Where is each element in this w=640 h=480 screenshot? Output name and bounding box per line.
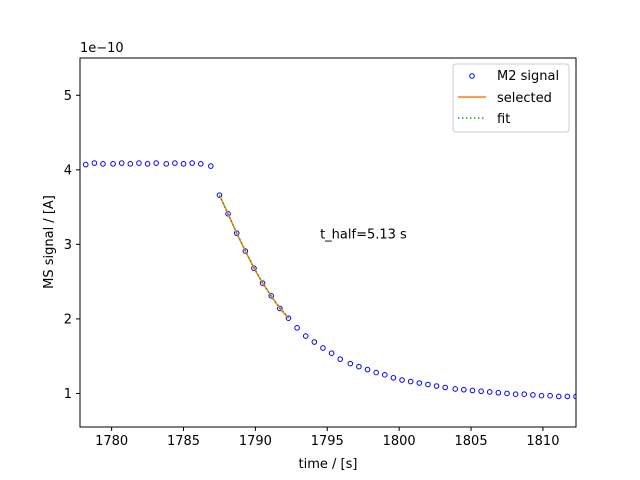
data-point bbox=[144, 161, 151, 167]
data-point bbox=[285, 315, 292, 321]
data-point bbox=[504, 390, 510, 397]
data-point bbox=[573, 393, 576, 400]
legend-box bbox=[452, 63, 570, 133]
data-point bbox=[294, 325, 300, 331]
data-point bbox=[277, 305, 283, 312]
legend-marker-m2-signal bbox=[469, 73, 475, 79]
data-point bbox=[407, 378, 414, 385]
data-point bbox=[233, 230, 240, 236]
data-point bbox=[242, 248, 249, 254]
y-tick-label: 1 bbox=[64, 387, 72, 402]
y-axis-label: MS signal / [A] bbox=[42, 195, 57, 289]
y-offset-label: 1e−10 bbox=[80, 41, 124, 56]
data-point bbox=[416, 380, 423, 386]
data-point bbox=[521, 391, 528, 398]
y-tick-label: 4 bbox=[64, 163, 72, 178]
data-point bbox=[390, 375, 397, 381]
x-axis: 1780 1785 1790 1795 1800 1805 1810 bbox=[95, 427, 559, 449]
data-point bbox=[100, 161, 106, 167]
data-point bbox=[311, 339, 318, 345]
data-point bbox=[530, 392, 536, 398]
data-point bbox=[197, 161, 204, 167]
x-tick-label: 1790 bbox=[239, 434, 272, 449]
data-point bbox=[328, 350, 335, 357]
y-tick-label: 2 bbox=[64, 312, 72, 327]
legend-label-selected: selected bbox=[497, 91, 552, 106]
plot-content bbox=[82, 160, 576, 400]
data-point bbox=[381, 372, 388, 378]
legend-label-fit: fit bbox=[497, 112, 510, 127]
data-point bbox=[251, 265, 257, 272]
data-point bbox=[356, 363, 362, 370]
data-point bbox=[127, 161, 134, 167]
data-point bbox=[172, 160, 178, 166]
x-tick-label: 1795 bbox=[311, 434, 344, 449]
x-tick-label: 1810 bbox=[526, 434, 559, 449]
y-axis: 1 2 3 4 5 bbox=[64, 89, 80, 402]
x-tick-label: 1785 bbox=[167, 434, 200, 449]
data-point bbox=[469, 387, 476, 394]
series-m2-signal bbox=[82, 160, 576, 400]
data-point bbox=[399, 377, 405, 383]
data-point bbox=[564, 393, 571, 400]
data-point bbox=[136, 160, 142, 166]
data-point bbox=[495, 389, 502, 396]
data-point bbox=[442, 384, 448, 391]
data-point bbox=[163, 161, 170, 167]
data-point bbox=[347, 360, 354, 367]
y-tick-label: 3 bbox=[64, 238, 72, 253]
data-point bbox=[337, 356, 344, 362]
data-point bbox=[547, 392, 553, 399]
data-point bbox=[373, 369, 379, 376]
y-tick-label: 5 bbox=[64, 89, 72, 104]
data-point bbox=[82, 161, 89, 168]
x-tick-label: 1780 bbox=[95, 434, 128, 449]
data-point bbox=[268, 293, 275, 299]
series-fit-line bbox=[218, 194, 290, 318]
data-point bbox=[302, 333, 309, 339]
plot-frame bbox=[79, 57, 577, 428]
x-tick-label: 1800 bbox=[383, 434, 416, 449]
data-point bbox=[208, 163, 214, 169]
legend: M2 signal selected fit bbox=[452, 63, 570, 133]
data-point bbox=[425, 381, 431, 388]
x-axis-label: time / [s] bbox=[299, 457, 358, 472]
data-point bbox=[153, 160, 159, 166]
data-point bbox=[452, 386, 459, 392]
data-point bbox=[180, 161, 187, 167]
data-point bbox=[189, 160, 195, 166]
data-point bbox=[320, 345, 326, 351]
data-point bbox=[512, 391, 519, 398]
x-tick-label: 1805 bbox=[455, 434, 488, 449]
data-point bbox=[486, 389, 493, 395]
data-point bbox=[225, 211, 231, 217]
data-point bbox=[118, 160, 125, 166]
data-point bbox=[433, 383, 440, 389]
data-point bbox=[478, 388, 484, 395]
data-point bbox=[259, 280, 266, 286]
data-point bbox=[364, 366, 371, 373]
data-point bbox=[91, 160, 98, 166]
data-point bbox=[110, 161, 116, 167]
data-point bbox=[538, 392, 545, 399]
annotation-t-half: t_half=5.13 s bbox=[320, 227, 407, 242]
data-point bbox=[555, 393, 562, 400]
data-point bbox=[216, 192, 223, 198]
legend-label-m2-signal: M2 signal bbox=[497, 69, 559, 84]
data-point bbox=[461, 386, 467, 393]
